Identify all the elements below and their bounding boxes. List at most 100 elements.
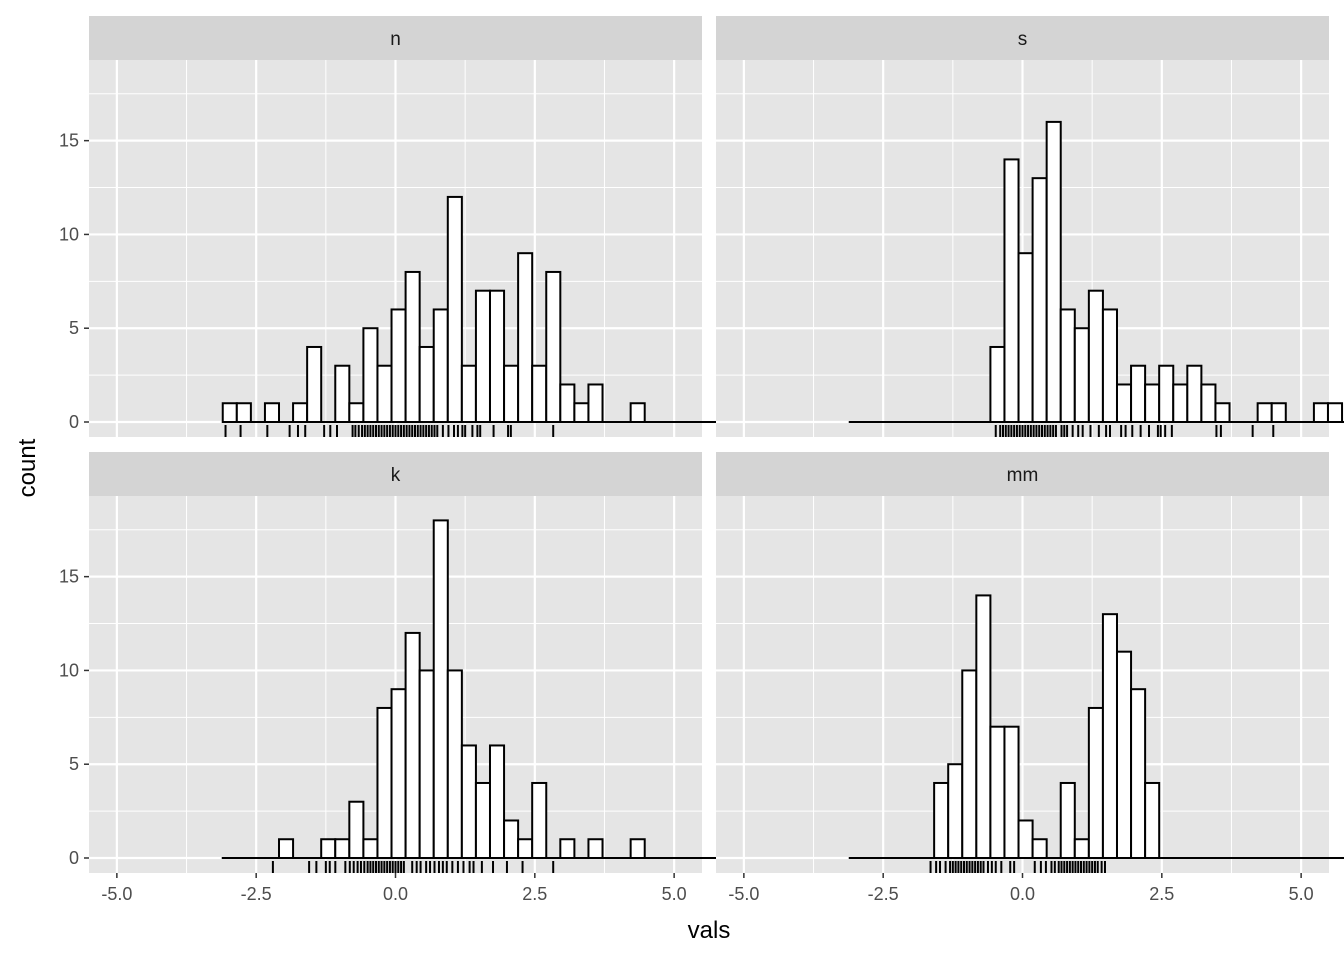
histogram-bar (404, 270, 421, 423)
x-tick-label: 5.0 (662, 884, 687, 904)
histogram-bar (933, 781, 950, 859)
histogram-bar (221, 402, 238, 423)
histogram-bar (474, 781, 491, 859)
histogram-bar (488, 744, 506, 859)
panel-s: s (716, 16, 1344, 437)
x-tick-label: 2.5 (522, 884, 547, 904)
histogram-bar (235, 402, 252, 423)
histogram-bar (517, 252, 534, 423)
histogram-bar (320, 838, 337, 859)
histogram-bars (221, 519, 787, 860)
histogram-bar (1017, 252, 1034, 423)
histogram-bar (460, 364, 477, 423)
histogram-bar (961, 669, 978, 859)
histogram-bar (629, 402, 646, 423)
histogram-bar (376, 706, 393, 859)
panels-layer: n s k mm (89, 16, 1344, 873)
histogram-bar (1144, 781, 1161, 859)
histogram-bar (1073, 327, 1090, 423)
y-tick-label: 0 (69, 848, 79, 868)
y-tick-label: 15 (59, 131, 79, 151)
histogram-bar (1101, 308, 1118, 423)
histogram-bar (1101, 613, 1118, 859)
histogram-bar (1017, 819, 1034, 859)
histogram-bar (545, 270, 562, 423)
histogram-bar (1172, 383, 1189, 423)
histogram-bar (390, 688, 407, 859)
y-axis-row-2: 0 5 10 15 (59, 567, 89, 868)
panel-strip-label: n (390, 29, 401, 50)
histogram-bar (488, 289, 506, 423)
panel-k: k (89, 452, 787, 873)
histogram-bar (446, 195, 463, 423)
y-axes-layer: 0 5 10 15 0 5 10 15 (59, 131, 89, 868)
histogram-bar (1115, 650, 1133, 859)
histogram-bar (587, 383, 604, 423)
y-axis-title: count (14, 438, 41, 497)
histogram-bar (362, 838, 379, 859)
x-axis-title: vals (688, 917, 731, 944)
x-tick-label: -5.0 (728, 884, 759, 904)
panel-strip-label: mm (1007, 465, 1039, 486)
rug-marks (271, 861, 555, 873)
x-tick-label: 0.0 (383, 884, 408, 904)
histogram-bar (947, 763, 964, 859)
panel-strip (716, 452, 1329, 496)
x-tick-label: 0.0 (1010, 884, 1035, 904)
histogram-bar (629, 838, 646, 859)
grid-lines (89, 60, 702, 437)
histogram-bar (503, 364, 520, 423)
histogram-bar (418, 669, 435, 859)
histogram-bars (848, 594, 1344, 860)
panel-strip (89, 452, 702, 496)
histogram-bar (306, 345, 323, 423)
histogram-bar (1045, 120, 1062, 423)
grid-lines (89, 496, 702, 873)
histogram-bar (1186, 364, 1203, 423)
histogram-bar (334, 838, 351, 859)
panel-strip-label: s (1018, 29, 1028, 50)
histogram-bar (975, 594, 992, 859)
histogram-bar (1130, 688, 1147, 859)
rug-marks (929, 861, 1106, 873)
histogram-bar (1214, 402, 1231, 423)
histogram-bar (1256, 402, 1273, 423)
histogram-bar (1087, 289, 1104, 423)
histogram-bar (503, 819, 520, 859)
histogram-bar (1087, 706, 1104, 859)
histogram-bar (1144, 383, 1161, 423)
histogram-bar (1312, 402, 1329, 423)
histogram-bar (390, 308, 407, 423)
histogram-bar (460, 744, 477, 859)
histogram-bar (1059, 781, 1076, 859)
histogram-bar (531, 781, 548, 859)
histogram-bar (1200, 383, 1217, 423)
histogram-bar (348, 800, 365, 859)
histogram-bar (474, 289, 491, 423)
histogram-bar (1326, 402, 1344, 423)
histogram-bar (1130, 364, 1147, 423)
histogram-bar (1073, 838, 1090, 859)
histogram-bar (1003, 725, 1020, 859)
histogram-bar (418, 345, 435, 423)
y-tick-label: 15 (59, 567, 79, 587)
panel-strip (716, 16, 1329, 60)
x-tick-label: -2.5 (868, 884, 899, 904)
histogram-bar (531, 364, 548, 423)
histogram-bar (989, 725, 1006, 859)
panel-mm: mm (716, 452, 1344, 873)
histogram-bar (989, 345, 1006, 423)
histogram-bar (404, 631, 421, 859)
histogram-bar (1115, 383, 1133, 423)
panel-n: n (89, 16, 787, 437)
histogram-bar (1003, 158, 1020, 423)
x-tick-label: 5.0 (1289, 884, 1314, 904)
histogram-bar (517, 838, 534, 859)
x-axis-col-2: -5.0 -2.5 0.0 2.5 5.0 (728, 873, 1314, 904)
histogram-bar (376, 364, 393, 423)
histogram-bar (263, 402, 281, 423)
histogram-bar (587, 838, 604, 859)
x-tick-label: -5.0 (101, 884, 132, 904)
histogram-bar (334, 364, 351, 423)
